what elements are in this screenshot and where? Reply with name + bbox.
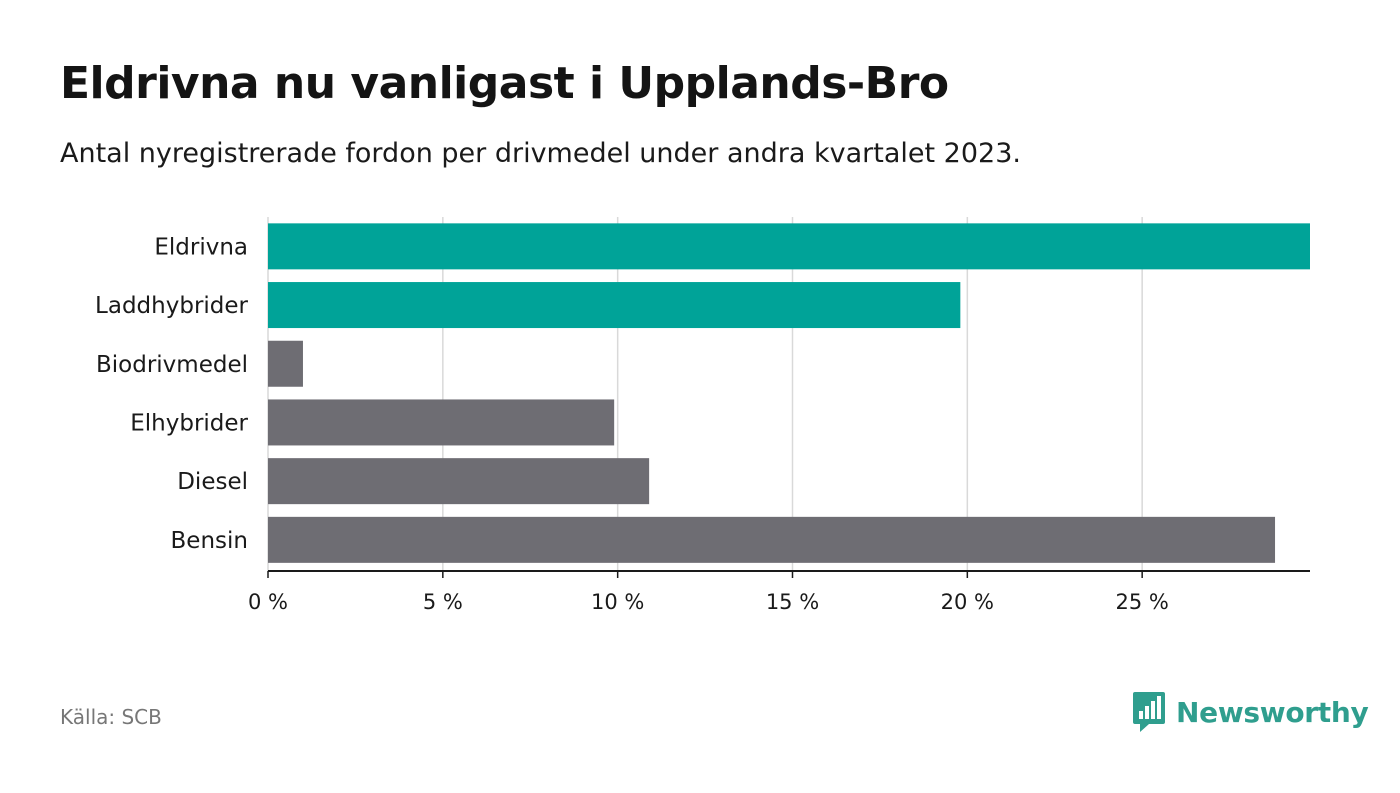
x-tick-label: 20 % [941, 590, 994, 614]
gridlines [267, 217, 1143, 571]
category-label: Bensin [171, 528, 248, 554]
category-label: Elhybrider [130, 410, 248, 436]
x-tick-label: 0 % [248, 590, 288, 614]
newsworthy-logo[interactable]: Newsworthy [1132, 690, 1369, 734]
chart-subtitle: Antal nyregistrerade fordon per drivmede… [60, 138, 1021, 169]
source-note: Källa: SCB [60, 705, 162, 729]
category-label: Biodrivmedel [96, 352, 248, 378]
category-label: Laddhybrider [95, 293, 248, 319]
x-axis: 0 % 5 % 10 % 15 % 20 % 25 % [248, 570, 1310, 614]
x-tick-label: 5 % [423, 590, 463, 614]
x-tick-label: 10 % [591, 590, 644, 614]
brand-name: Newsworthy [1176, 695, 1369, 729]
chart-title: Eldrivna nu vanligast i Upplands-Bro [60, 58, 949, 109]
bar-biodrivmedel[interactable] [268, 340, 303, 387]
bar-elhybrider[interactable] [268, 399, 615, 446]
bar-eldrivna[interactable] [268, 223, 1310, 270]
category-label: Eldrivna [154, 234, 248, 260]
x-tick-label: 25 % [1115, 590, 1168, 614]
bar-diesel[interactable] [268, 458, 650, 505]
bar-laddhybrider[interactable] [268, 282, 961, 329]
bars [268, 223, 1310, 563]
category-label: Diesel [177, 469, 248, 495]
x-tick-label: 15 % [766, 590, 819, 614]
category-labels: Eldrivna Laddhybrider Biodrivmedel Elhybrid… [95, 234, 248, 553]
newsworthy-icon [1133, 692, 1165, 732]
bar-bensin[interactable] [268, 516, 1276, 563]
